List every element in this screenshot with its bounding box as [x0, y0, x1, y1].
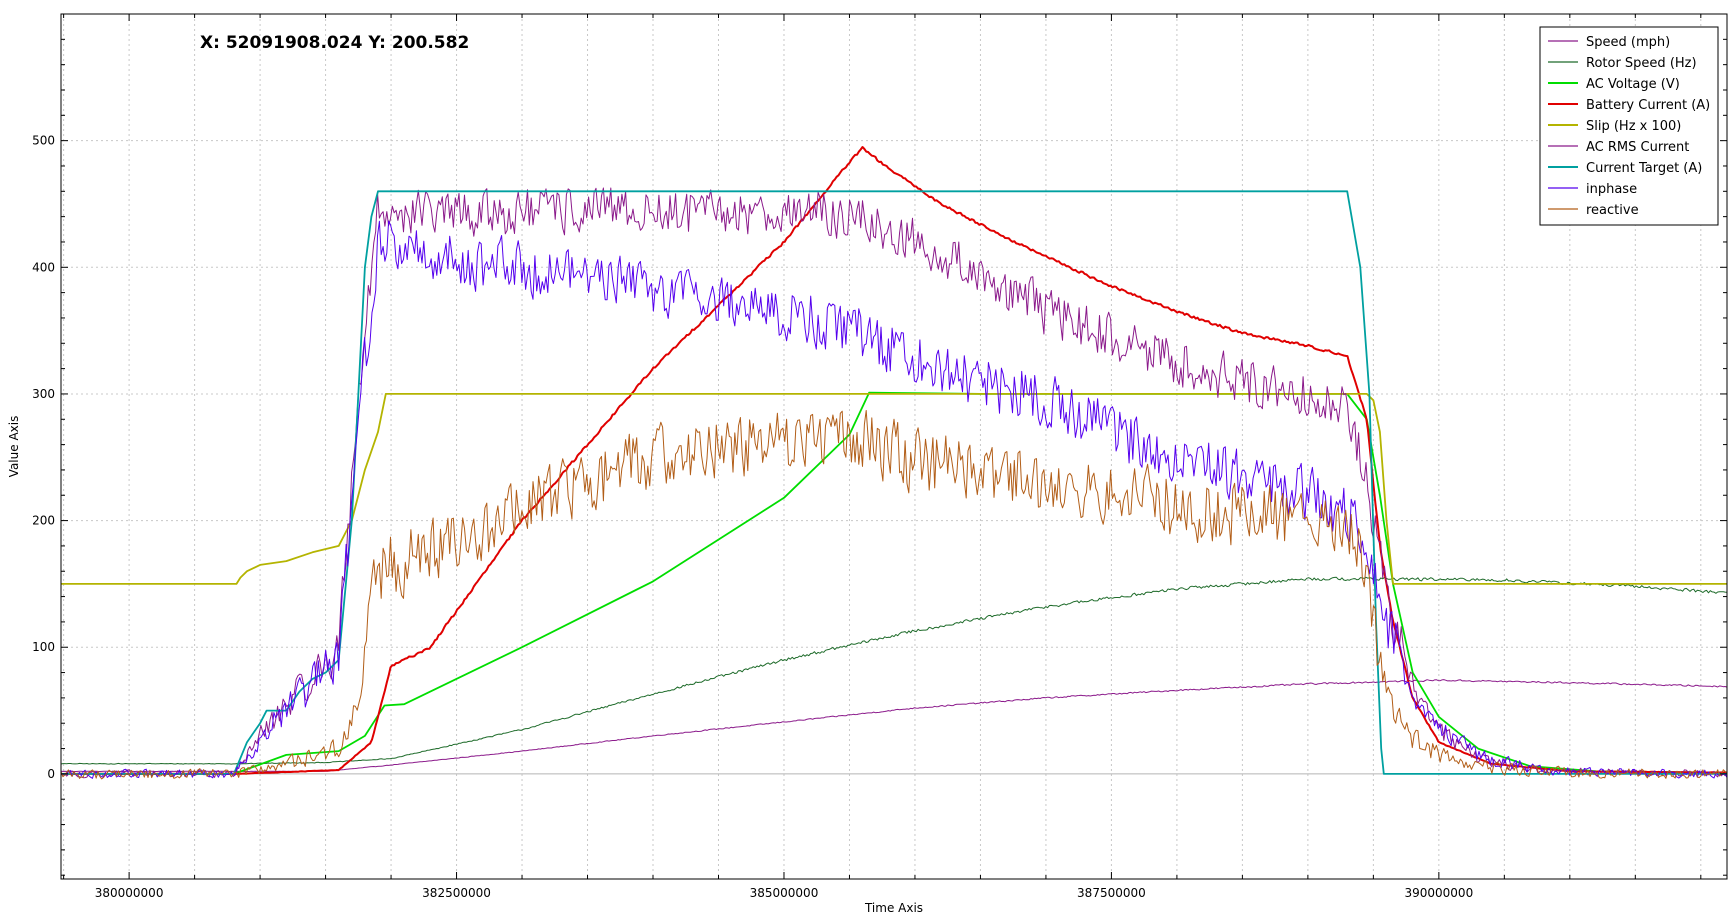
y-tick-label: 200 — [32, 514, 55, 528]
y-tick-label: 300 — [32, 387, 55, 401]
legend-item-rotor-speed-hz[interactable]: Rotor Speed (Hz) — [1548, 56, 1697, 71]
legend-label: Speed (mph) — [1586, 35, 1670, 50]
legend-label: AC Voltage (V) — [1586, 77, 1680, 92]
legend-item-speed-mph[interactable]: Speed (mph) — [1548, 35, 1670, 50]
legend-label: Current Target (A) — [1586, 161, 1702, 176]
legend-item-slip-hz-x-100[interactable]: Slip (Hz x 100) — [1548, 119, 1681, 134]
tick-layer: 380000000 382500000 385000000 387500000 3900… — [32, 13, 1727, 900]
series-line-current-target-a — [61, 190, 1727, 775]
legend-item-reactive[interactable]: reactive — [1548, 203, 1639, 218]
legend[interactable]: Speed (mph) Rotor Speed (Hz) AC Voltage (V… — [1539, 26, 1719, 226]
y-tick-label: 500 — [32, 134, 55, 148]
cursor-readout: X: 52091908.024 Y: 200.582 — [200, 33, 469, 53]
legend-item-ac-rms-current[interactable]: AC RMS Current — [1548, 140, 1689, 155]
legend-label: Slip (Hz x 100) — [1586, 119, 1681, 134]
series-line-rotor-speed-hz — [61, 576, 1727, 765]
legend-label: Battery Current (A) — [1586, 98, 1710, 113]
y-axis-title: Value Axis — [7, 416, 21, 478]
y-tick-label: 0 — [47, 767, 55, 781]
x-tick-label: 382500000 — [422, 886, 491, 900]
y-tick-label: 100 — [32, 640, 55, 654]
series-line-reactive — [61, 410, 1727, 780]
x-tick-label: 385000000 — [750, 886, 819, 900]
legend-item-current-target-a[interactable]: Current Target (A) — [1548, 161, 1702, 176]
series-line-slip-hz-x-100 — [61, 393, 1727, 585]
x-tick-label: 387500000 — [1077, 886, 1146, 900]
legend-label: Rotor Speed (Hz) — [1586, 56, 1697, 71]
legend-label: reactive — [1586, 203, 1639, 218]
legend-item-ac-voltage-v[interactable]: AC Voltage (V) — [1548, 77, 1680, 92]
legend-label: AC RMS Current — [1586, 140, 1689, 155]
series-line-battery-current-a — [61, 146, 1727, 776]
series-layer — [61, 146, 1727, 780]
x-tick-label: 380000000 — [95, 886, 164, 900]
x-tick-label: 390000000 — [1404, 886, 1473, 900]
legend-item-battery-current-a[interactable]: Battery Current (A) — [1548, 98, 1710, 113]
x-axis-title: Time Axis — [864, 901, 923, 915]
plot-frame — [60, 13, 1728, 880]
legend-label: inphase — [1586, 182, 1637, 197]
legend-item-inphase[interactable]: inphase — [1548, 182, 1637, 197]
series-line-inphase — [61, 220, 1727, 779]
y-tick-label: 400 — [32, 260, 55, 274]
